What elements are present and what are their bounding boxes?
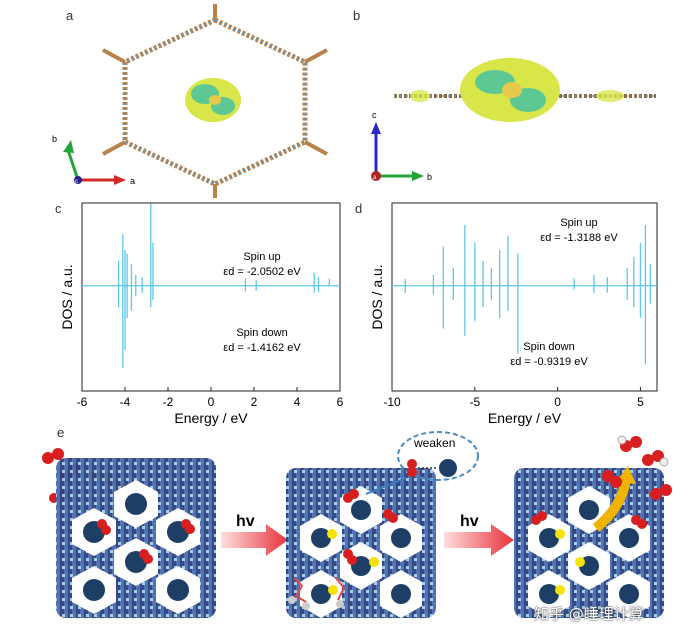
annotation-eq: εd = -1.4162 eV <box>223 342 301 354</box>
x-tick-label: -5 <box>469 395 480 409</box>
framework-state-1 <box>56 458 216 618</box>
annotation-eq: εd = -1.3188 eV <box>540 232 618 244</box>
annotation-title: Spin down <box>523 341 574 353</box>
x-tick-label: -2 <box>163 395 174 409</box>
y-axis-label: DOS / a.u. <box>59 264 75 329</box>
x-tick-label: 2 <box>251 395 258 409</box>
axis-b-label: b <box>52 134 57 144</box>
axis-a-label: a <box>130 176 135 186</box>
x-tick-label: 6 <box>337 395 344 409</box>
metal-cluster-side-isosurface <box>460 58 560 122</box>
x-tick-label: -6 <box>77 395 88 409</box>
framework-side-view <box>394 58 656 122</box>
panel-d-label: d <box>355 201 363 216</box>
annotation-title: Spin down <box>236 327 287 339</box>
sacrificial-agent-1 <box>293 577 346 603</box>
plot-frame <box>391 202 658 392</box>
x-tick-label: 0 <box>554 395 561 409</box>
axis-triad-b: c a b <box>371 110 432 182</box>
annotation-eq: εd = -2.0502 eV <box>223 266 301 278</box>
annotation-title: Spin up <box>243 251 280 263</box>
weaken-label: weaken <box>413 436 455 450</box>
photocatalysis-scheme: hv w <box>42 431 672 618</box>
weaken-bubble <box>397 431 479 481</box>
y-axis-label: DOS / a.u. <box>369 264 385 329</box>
axis-c-label: c <box>75 179 78 185</box>
dos-chart-c: -6 -4 -2 0 2 4 6 Energy / eV DOS / a.u. Spin up εd… <box>59 202 344 426</box>
dos-chart-d: -10 -5 0 5 Energy / eV DOS / a.u. Spin up εd = … <box>369 202 658 426</box>
x-axis-label: Energy / eV <box>174 410 248 426</box>
annotation-title: Spin up <box>560 217 597 229</box>
panel-b-label: b <box>353 8 361 23</box>
axis-triad-a: b c a <box>52 134 135 186</box>
hv-label-1: hv <box>236 513 255 530</box>
axis-a-label-b: a <box>373 175 377 181</box>
desorption-arrow <box>592 478 631 532</box>
watermark: 知乎 @睡理计算 <box>534 605 644 623</box>
panel-c-label: c <box>55 201 62 216</box>
annotation-eq: εd = -0.9319 eV <box>510 356 588 368</box>
panel-a-label: a <box>66 8 74 23</box>
light-arrow-2 <box>444 524 514 556</box>
h2o2-molecules-outgoing <box>602 435 672 500</box>
x-axis-label: Energy / eV <box>488 410 562 426</box>
light-arrow-1 <box>221 524 288 556</box>
x-tick-label: -4 <box>120 395 131 409</box>
framework-state-2 <box>286 468 436 618</box>
x-tick-label: -10 <box>383 395 401 409</box>
x-tick-label: 4 <box>294 395 301 409</box>
axis-b-label-b: b <box>427 172 432 182</box>
framework-state-3 <box>514 468 664 618</box>
axis-c-label-b: c <box>372 110 377 120</box>
metal-cluster-isosurface <box>185 78 241 122</box>
plot-frame <box>81 202 341 392</box>
framework-top-view <box>102 4 328 198</box>
x-tick-label: 0 <box>208 395 215 409</box>
panel-e-label: e <box>57 425 65 440</box>
hv-label-2: hv <box>460 513 479 530</box>
x-tick-label: 5 <box>637 395 644 409</box>
